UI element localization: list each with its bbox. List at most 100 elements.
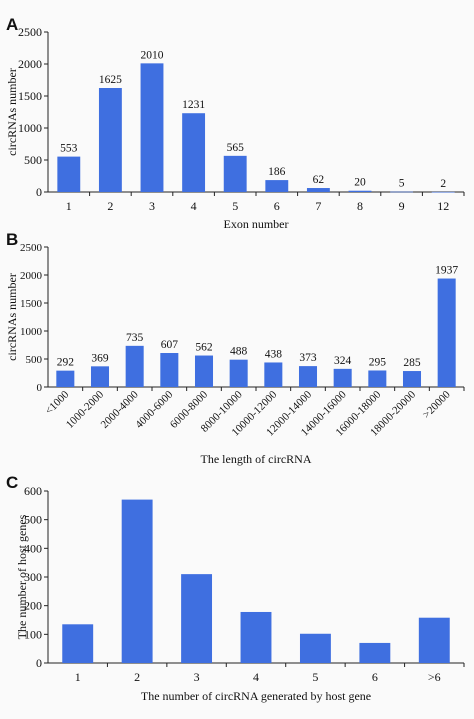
panel-a-data-label: 186 (268, 166, 286, 178)
panel-a-data-label: 5 (399, 178, 405, 190)
panel-c-bar (121, 499, 153, 663)
panel-b-bar (264, 362, 283, 387)
panel-a-data-label: 565 (227, 142, 245, 154)
panel-c-y-tick-label: 500 (24, 513, 42, 527)
panel-a-bar (182, 113, 206, 192)
panel-a-y-tick-label: 2000 (18, 57, 42, 71)
panel-b-data-label: 438 (265, 348, 283, 360)
panel-b-data-label: 295 (369, 356, 387, 368)
panel-a-x-tick-label: 5 (232, 199, 238, 213)
panel-a-x-tick-label: 2 (107, 199, 113, 213)
panel-c-y-axis-title: The number of host genes (15, 514, 29, 639)
panel-b-bar (402, 371, 422, 387)
panel-c-x-tick-label: 5 (312, 670, 318, 684)
panel-b-bar (125, 345, 144, 387)
panel-b-bar (160, 353, 179, 387)
panel-a-x-tick-label: 8 (357, 199, 363, 213)
panel-b-bar (298, 366, 318, 387)
panel-b-data-label: 285 (403, 357, 421, 369)
panel-b-data-label: 369 (91, 352, 109, 364)
panel-a-bar (348, 190, 372, 192)
panel-b-x-axis-title: The length of circRNA (201, 452, 312, 466)
panel-a-y-tick-label: 1500 (18, 89, 42, 103)
panel-b-bar (333, 368, 352, 387)
panel-c-x-tick-label: >6 (428, 670, 441, 684)
panel-a-data-label: 62 (313, 174, 325, 186)
panel-b-data-label: 292 (57, 357, 75, 369)
panel-a-x-tick-label: 12 (437, 199, 449, 213)
panel-a-x-axis-title: Exon number (224, 217, 289, 231)
panel-b-data-label: 562 (195, 342, 213, 354)
panel-a-bar (265, 180, 289, 192)
panel-a-data-label: 1231 (182, 99, 205, 111)
panel-c-x-tick-label: 4 (253, 670, 259, 684)
panel-c-x-tick-label: 3 (194, 670, 200, 684)
panel-a-y-axis-title: circRNAs number (5, 68, 19, 156)
panel-a-y-tick-label: 500 (24, 153, 42, 167)
panel-c-bar (240, 611, 272, 663)
panel-a-bar (306, 188, 330, 192)
panel-a-bar (57, 156, 81, 192)
panel-a-y-tick-label: 2500 (18, 25, 42, 39)
panel-a-x-tick-label: 1 (66, 199, 72, 213)
panel-a-data-label: 2 (440, 178, 446, 190)
panel-c-bar (181, 574, 213, 663)
panel-c-y-tick-label: 300 (24, 570, 42, 584)
panel-c-y-tick-label: 200 (24, 599, 42, 613)
panel-b-y-tick-label: 2500 (20, 242, 43, 254)
panel-b-data-label: 488 (230, 346, 248, 358)
panel-c-y-tick-label: 600 (24, 484, 42, 498)
panel-a-x-tick-label: 4 (191, 199, 197, 213)
panel-b-bar (437, 278, 456, 387)
panel-b-bar (56, 370, 75, 387)
panel-b-y-tick-label: 2000 (20, 270, 43, 282)
panel-a-y-tick-label: 0 (36, 185, 42, 199)
panel-a-data-label: 20 (354, 177, 366, 189)
panel-c-x-axis-title: The number of circRNA generated by host … (141, 689, 371, 703)
panel-b-data-label: 735 (126, 332, 144, 344)
panel-b-bar (194, 355, 214, 387)
panel-a-x-tick-label: 9 (399, 199, 405, 213)
panel-a-bar (431, 191, 455, 193)
panel-c-y-tick-label: 100 (24, 627, 42, 641)
panel-c-bar (418, 617, 450, 663)
panel-c-x-tick-label: 6 (372, 670, 378, 684)
panel-letter-b: B (6, 230, 18, 249)
panel-a-bar (98, 88, 122, 192)
panel-c-bar (359, 642, 391, 663)
panel-a-data-label: 2010 (141, 49, 164, 61)
panel-b-y-tick-label: 0 (37, 382, 43, 394)
panel-b-x-tick-label: >20000 (420, 388, 453, 421)
panel-b-bar (90, 366, 110, 387)
panel-letter-a: A (6, 15, 18, 34)
panel-a-x-tick-label: 3 (149, 199, 155, 213)
panel-a-bar (390, 191, 414, 193)
panel-b-y-tick-label: 500 (26, 354, 43, 366)
panel-b-bar (368, 370, 387, 387)
panel-b-data-label: 324 (334, 355, 352, 367)
panel-c-y-tick-label: 400 (24, 541, 42, 555)
panel-b-bar (229, 359, 248, 387)
panel-b-data-label: 1937 (435, 265, 458, 277)
panel-b-data-label: 373 (299, 352, 317, 364)
panel-c-bar (62, 624, 94, 663)
panel-b-y-tick-label: 1500 (20, 298, 43, 310)
panel-letter-c: C (6, 473, 18, 492)
panel-a-bar (140, 63, 164, 192)
panel-c-bar (299, 633, 331, 663)
panel-b-y-tick-label: 1000 (20, 326, 43, 338)
panel-a-bar (223, 155, 247, 192)
panel-c-x-tick-label: 2 (134, 670, 140, 684)
panel-a-y-tick-label: 1000 (18, 121, 42, 135)
panel-b-data-label: 607 (161, 339, 179, 351)
panel-a-x-tick-label: 6 (274, 199, 280, 213)
panel-a-data-label: 1625 (99, 74, 122, 86)
panel-b-y-axis-title: circRNAs number (5, 273, 19, 361)
panel-c-x-tick-label: 1 (75, 670, 81, 684)
panel-b-x-tick-label: <1000 (43, 388, 72, 417)
panel-c-y-tick-label: 0 (36, 656, 42, 670)
panel-a-data-label: 553 (60, 143, 78, 155)
panel-a-x-tick-label: 7 (315, 199, 321, 213)
